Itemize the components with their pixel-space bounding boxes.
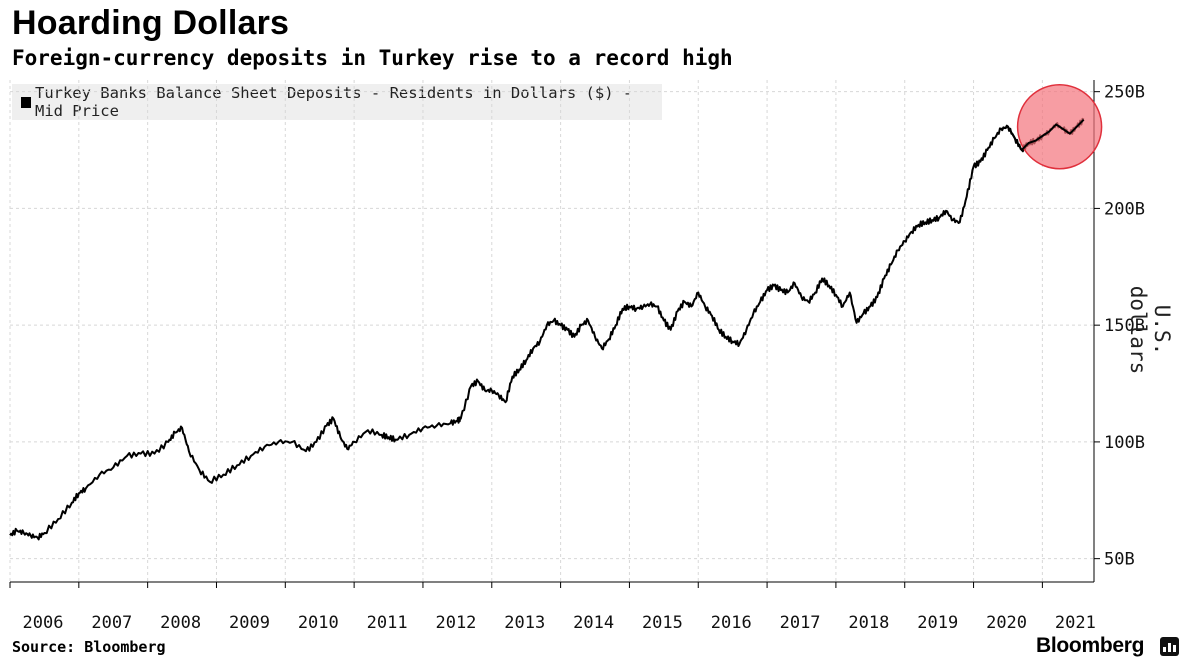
x-tick-label: 2016: [711, 613, 752, 633]
chart-annotation: [1000, 83, 1103, 170]
y-tick-label: 50B: [1104, 550, 1135, 570]
x-tick-label: 2015: [642, 613, 683, 633]
x-tick-label: 2011: [367, 613, 408, 633]
square-icon: [21, 96, 31, 108]
x-tick-label: 2017: [780, 613, 821, 633]
x-tick-label: 2006: [23, 613, 64, 633]
y-tick-label: 200B: [1104, 199, 1145, 219]
bloomberg-chart-icon: [1160, 637, 1179, 656]
chart-legend: Turkey Banks Balance Sheet Deposits - Re…: [12, 84, 662, 120]
legend-entry-label: Turkey Banks Balance Sheet Deposits - Re…: [34, 84, 633, 120]
x-tick-label: 2010: [298, 613, 339, 633]
x-tick-label: 2021: [1055, 613, 1096, 633]
x-tick-label: 2020: [986, 613, 1027, 633]
x-tick-label: 2019: [917, 613, 958, 633]
page-title: Hoarding Dollars: [12, 4, 290, 42]
series-line-recent-segment: [1000, 118, 1085, 151]
y-axis-label: U.S. dollars: [1126, 285, 1174, 375]
y-tick-label: 250B: [1104, 83, 1145, 103]
chart-axes: 50B 100B 150B 200B 250B 2006 2007 2008 2009 2010 2…: [9, 80, 1145, 633]
series-line-deposits: [9, 117, 1085, 541]
chart-subtitle: Foreign-currency deposits in Turkey rise…: [12, 46, 733, 70]
x-tick-label: 2012: [435, 613, 476, 633]
x-tick-label: 2007: [91, 613, 132, 633]
x-tick-label: 2013: [504, 613, 545, 633]
y-tick-label: 150B: [1104, 316, 1145, 336]
y-tick-label: 100B: [1104, 433, 1145, 453]
x-tick-label: 2009: [229, 613, 270, 633]
chart-series: [9, 117, 1085, 541]
x-tick-label: 2014: [573, 613, 614, 633]
x-tick-label: 2018: [848, 613, 889, 633]
brand-logo: Bloomberg: [1036, 634, 1145, 657]
x-tick-label: 2008: [160, 613, 201, 633]
source-note: Source: Bloomberg: [12, 638, 166, 656]
chart-grid: [9, 80, 1094, 582]
